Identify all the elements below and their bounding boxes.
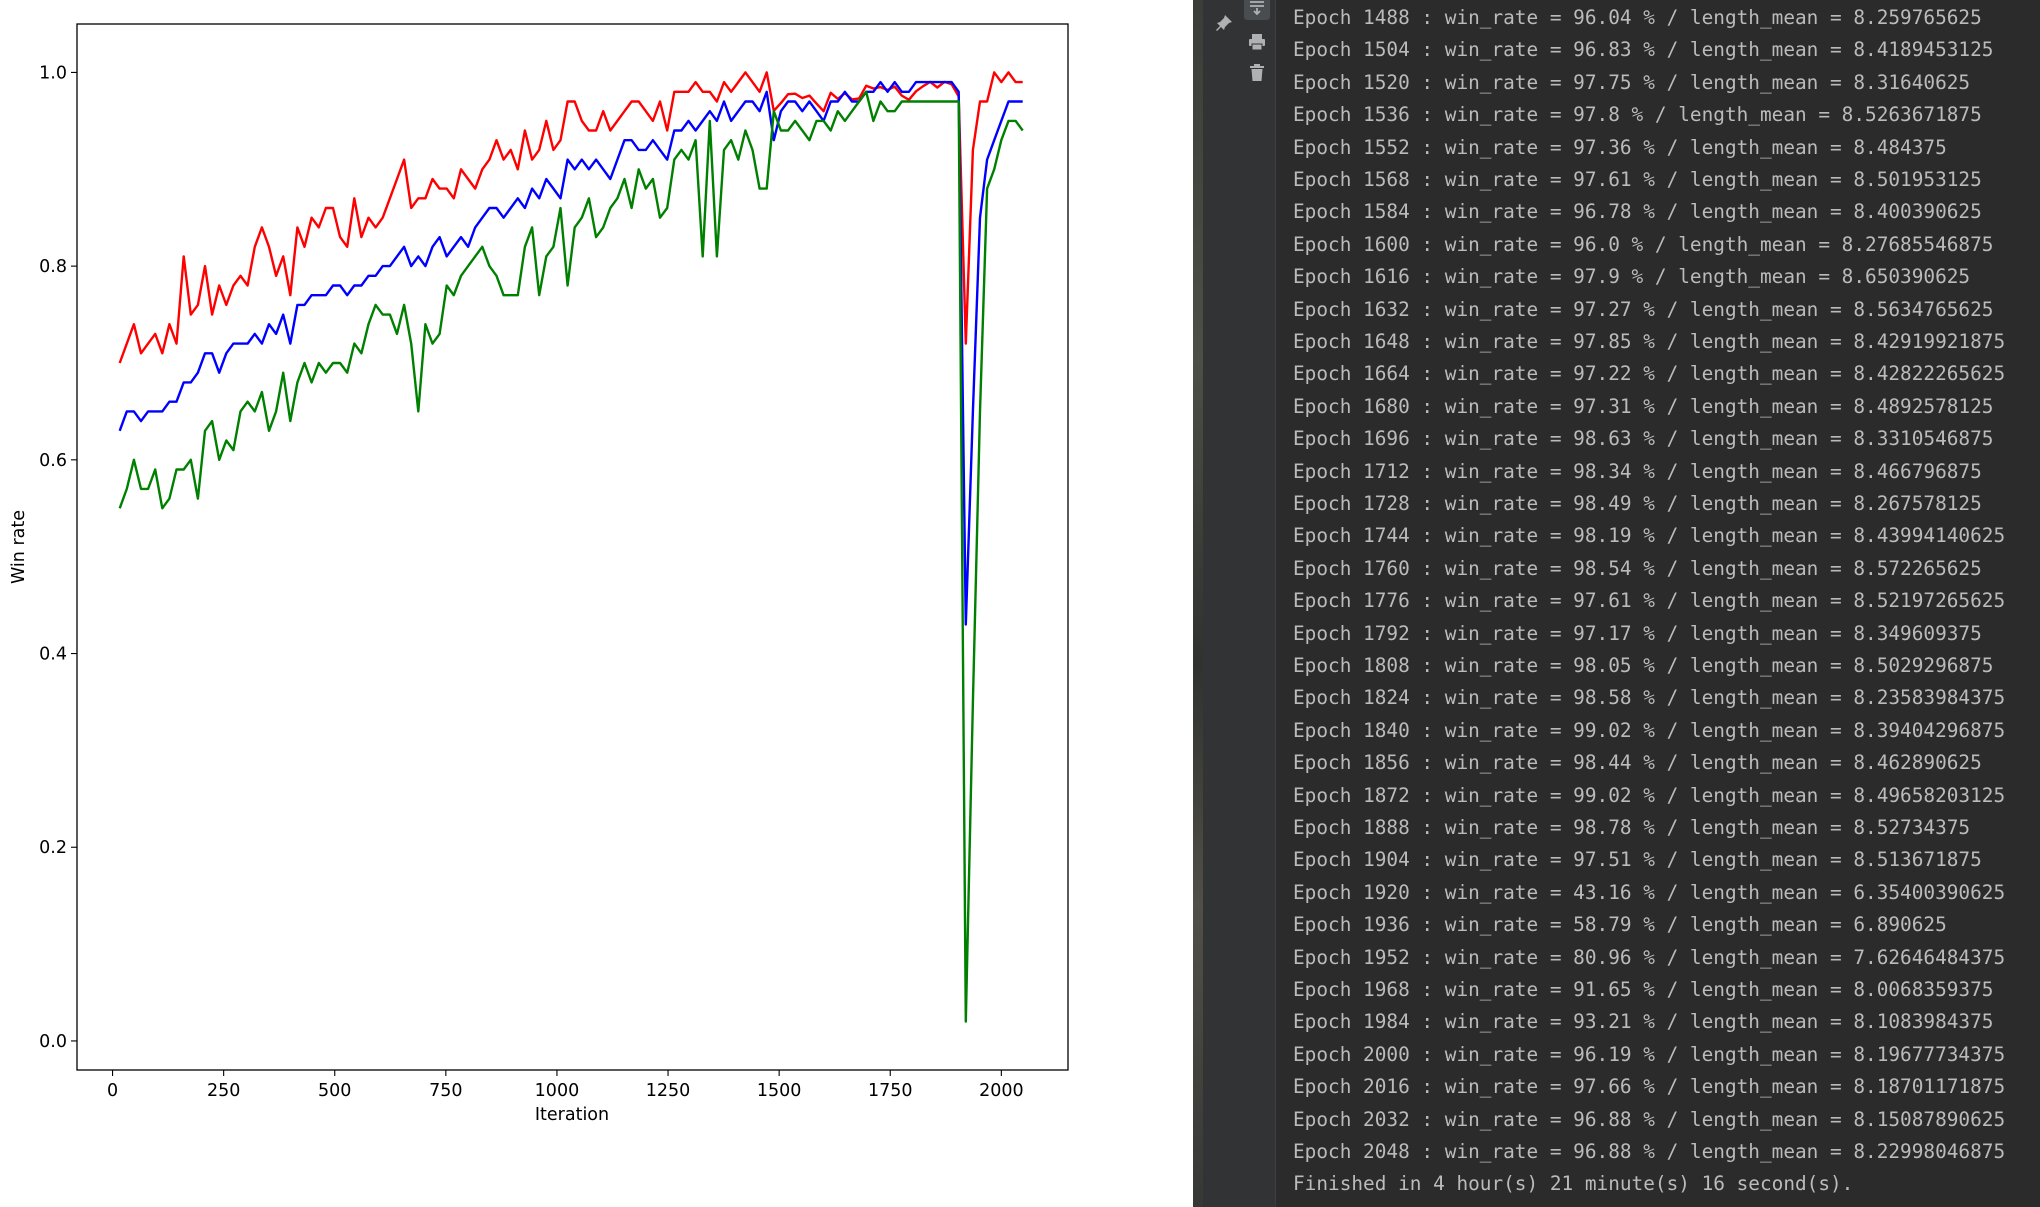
print-icon[interactable] [1244, 29, 1270, 55]
console-output[interactable]: Epoch 1488 : win_rate = 96.04 % / length… [1293, 0, 2033, 1207]
console-log-line: Epoch 1824 : win_rate = 98.58 % / length… [1293, 686, 2006, 710]
console-log-line: Epoch 1712 : win_rate = 98.34 % / length… [1293, 459, 1982, 483]
x-tick-label: 500 [318, 1081, 351, 1101]
console-log-line: Epoch 1584 : win_rate = 96.78 % / length… [1293, 200, 1982, 224]
console-log-line: Epoch 1664 : win_rate = 97.22 % / length… [1293, 362, 2006, 386]
x-tick-label: 0 [107, 1081, 118, 1101]
y-tick-label: 0.0 [39, 1032, 67, 1052]
console-finish-line: Finished in 4 hour(s) 21 minute(s) 16 se… [1293, 1172, 1854, 1196]
console-log-line: Epoch 1536 : win_rate = 97.8 % / length_… [1293, 103, 1982, 127]
console-log-line: Epoch 1728 : win_rate = 98.49 % / length… [1293, 492, 1982, 515]
console-log-line: Epoch 1952 : win_rate = 80.96 % / length… [1293, 945, 2006, 969]
x-tick-label: 750 [429, 1081, 462, 1101]
trash-icon[interactable] [1244, 60, 1270, 86]
y-tick-label: 0.4 [39, 645, 67, 665]
console-log-line: Epoch 1568 : win_rate = 97.61 % / length… [1293, 168, 1982, 191]
console-log-line: Epoch 1488 : win_rate = 96.04 % / length… [1293, 6, 1982, 29]
console-log-line: Epoch 1968 : win_rate = 91.65 % / length… [1293, 978, 1994, 1001]
series-line-blue [118, 80, 1023, 626]
console-log-line: Epoch 2048 : win_rate = 96.88 % / length… [1293, 1140, 2006, 1163]
console-log-line: Epoch 1632 : win_rate = 97.27 % / length… [1293, 297, 1994, 321]
y-tick-label: 0.2 [39, 838, 67, 858]
y-tick-label: 0.6 [39, 451, 67, 471]
console-toolbar [1203, 0, 1276, 1207]
console-log-line: Epoch 1520 : win_rate = 97.75 % / length… [1293, 70, 1971, 94]
x-tick-label: 1750 [868, 1081, 913, 1101]
console-log-line: Epoch 1792 : win_rate = 97.17 % / length… [1293, 621, 1982, 645]
y-tick-label: 1.0 [39, 63, 67, 83]
window-divider[interactable] [1193, 0, 1203, 1207]
run-console: Epoch 1488 : win_rate = 96.04 % / length… [1203, 0, 2040, 1207]
x-tick-label: 2000 [979, 1081, 1024, 1101]
console-log-line: Epoch 1552 : win_rate = 97.36 % / length… [1293, 135, 1947, 159]
win-rate-chart: 0 250 500 750 1000 1250 1500 1750 2000 0.0 0.2 0.4 0… [9, 23, 1069, 1125]
console-log-line: Epoch 1744 : win_rate = 98.19 % / length… [1293, 524, 2006, 548]
x-axis-label: Iteration [535, 1105, 609, 1125]
x-tick-label: 1500 [757, 1081, 802, 1101]
console-log-line: Epoch 1984 : win_rate = 93.21 % / length… [1293, 1010, 1994, 1034]
y-axis-label: Win rate [9, 510, 29, 584]
console-log-line: Epoch 1680 : win_rate = 97.31 % / length… [1293, 394, 1994, 418]
console-log-line: Epoch 1648 : win_rate = 97.85 % / length… [1293, 330, 2006, 353]
console-log-line: Epoch 2032 : win_rate = 96.88 % / length… [1293, 1107, 2006, 1131]
console-log-line: Epoch 1888 : win_rate = 98.78 % / length… [1293, 816, 1971, 839]
x-tick-label: 1250 [646, 1081, 691, 1101]
console-log-line: Epoch 1504 : win_rate = 96.83 % / length… [1293, 38, 1994, 62]
console-log-line: Epoch 1776 : win_rate = 97.61 % / length… [1293, 589, 2006, 613]
series-line-red [118, 71, 1023, 364]
scroll-to-end-icon[interactable] [1244, 0, 1270, 20]
console-log-line: Epoch 1872 : win_rate = 99.02 % / length… [1293, 783, 2006, 807]
console-log-line: Epoch 1904 : win_rate = 97.51 % / length… [1293, 848, 1982, 872]
console-log-line: Epoch 1856 : win_rate = 98.44 % / length… [1293, 751, 1982, 775]
console-log-line: Epoch 1696 : win_rate = 98.63 % / length… [1293, 427, 1994, 451]
series-line-green [118, 90, 1024, 1023]
console-log-line: Epoch 1600 : win_rate = 96.0 % / length_… [1293, 232, 1994, 256]
console-log-line: Epoch 2016 : win_rate = 97.66 % / length… [1293, 1075, 2006, 1099]
plot-panel: 0 250 500 750 1000 1250 1500 1750 2000 0.0 0.2 0.4 0… [9, 23, 1069, 1125]
x-tick-label: 250 [207, 1081, 240, 1101]
pin-icon[interactable] [1211, 10, 1237, 36]
console-log-line: Epoch 1936 : win_rate = 58.79 % / length… [1293, 913, 1947, 937]
plot-frame [76, 23, 1069, 1071]
console-log-line: Epoch 2000 : win_rate = 96.19 % / length… [1293, 1042, 2006, 1066]
console-log-line: Epoch 1808 : win_rate = 98.05 % / length… [1293, 654, 1994, 677]
console-log-line: Epoch 1920 : win_rate = 43.16 % / length… [1293, 880, 2006, 904]
console-log-line: Epoch 1840 : win_rate = 99.02 % / length… [1293, 718, 2006, 742]
x-tick-label: 1000 [535, 1081, 580, 1101]
console-log-line: Epoch 1760 : win_rate = 98.54 % / length… [1293, 556, 1982, 580]
console-log-line: Epoch 1616 : win_rate = 97.9 % / length_… [1293, 265, 1971, 289]
y-tick-label: 0.8 [39, 257, 67, 277]
